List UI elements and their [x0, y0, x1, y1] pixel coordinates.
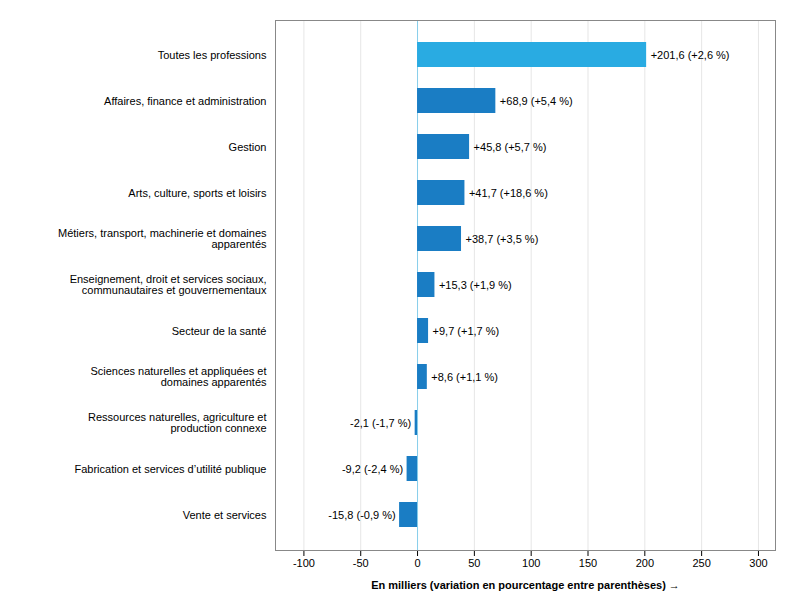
svg-text:Ressources naturelles, agricul: Ressources naturelles, agriculture etpro… — [88, 411, 267, 434]
svg-text:+41,7 (+18,6 %): +41,7 (+18,6 %) — [469, 187, 548, 199]
svg-text:+15,3 (+1,9 %): +15,3 (+1,9 %) — [439, 279, 512, 291]
svg-text:-50: -50 — [353, 557, 369, 569]
svg-text:150: 150 — [579, 557, 597, 569]
svg-text:250: 250 — [692, 557, 710, 569]
svg-text:+45,8 (+5,7 %): +45,8 (+5,7 %) — [474, 141, 547, 153]
svg-text:Gestion: Gestion — [229, 141, 267, 153]
svg-text:Secteur de la santé: Secteur de la santé — [172, 325, 267, 337]
svg-text:200: 200 — [636, 557, 654, 569]
svg-text:Sciences naturelles et appliqu: Sciences naturelles et appliquées etdoma… — [90, 365, 267, 388]
svg-text:-9,2 (-2,4 %): -9,2 (-2,4 %) — [342, 463, 403, 475]
svg-text:50: 50 — [468, 557, 480, 569]
svg-text:+201,6 (+2,6 %): +201,6 (+2,6 %) — [651, 49, 730, 61]
svg-text:Toutes les professions: Toutes les professions — [158, 49, 267, 61]
svg-text:+68,9 (+5,4 %): +68,9 (+5,4 %) — [500, 95, 573, 107]
svg-text:100: 100 — [522, 557, 540, 569]
svg-text:-100: -100 — [293, 557, 315, 569]
svg-text:Arts, culture, sports et loisi: Arts, culture, sports et loisirs — [128, 187, 267, 199]
svg-text:-15,8 (-0,9 %): -15,8 (-0,9 %) — [328, 509, 395, 521]
svg-text:-2,1 (-1,7 %): -2,1 (-1,7 %) — [350, 417, 411, 429]
svg-text:+38,7 (+3,5 %): +38,7 (+3,5 %) — [466, 233, 539, 245]
svg-text:+9,7 (+1,7 %): +9,7 (+1,7 %) — [433, 325, 500, 337]
svg-text:300: 300 — [749, 557, 767, 569]
svg-text:Enseignement, droit et service: Enseignement, droit et services sociaux,… — [70, 273, 267, 296]
svg-text:En milliers (variation en pour: En milliers (variation en pourcentage en… — [371, 579, 680, 591]
svg-text:Métiers, transport, machinerie: Métiers, transport, machinerie et domain… — [58, 227, 267, 250]
svg-text:+8,6 (+1,1 %): +8,6 (+1,1 %) — [431, 371, 498, 383]
svg-text:0: 0 — [414, 557, 420, 569]
svg-text:Vente et services: Vente et services — [183, 509, 267, 521]
svg-text:Fabrication et services d’util: Fabrication et services d’utilité publiq… — [75, 463, 267, 475]
svg-text:Affaires, finance et administr: Affaires, finance et administration — [104, 95, 266, 107]
